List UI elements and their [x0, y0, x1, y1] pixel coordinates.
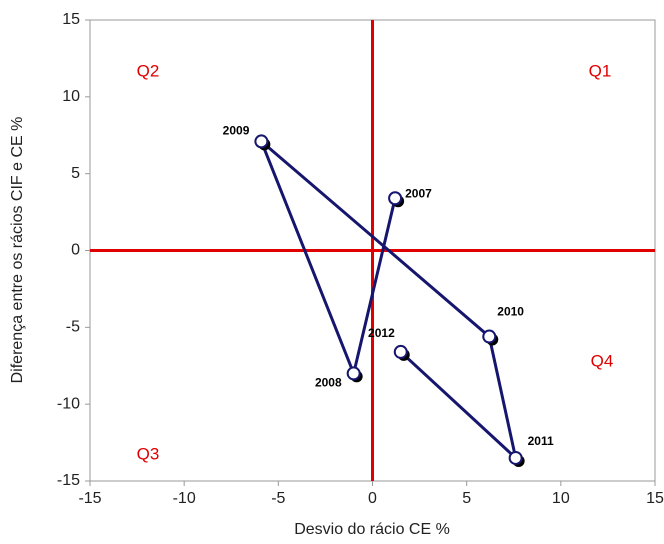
y-tick-label: -15: [57, 472, 80, 489]
quadrant-label: Q3: [137, 444, 160, 463]
y-tick-label: 5: [71, 165, 80, 182]
x-axis-label: Desvio do rácio CE %: [294, 521, 450, 538]
x-tick-label: -5: [271, 490, 285, 507]
point-label: 2010: [497, 305, 524, 319]
connecting-line: [259, 140, 519, 463]
y-tick-label: 0: [71, 242, 80, 259]
quadrant-label: Q1: [589, 61, 612, 80]
marker: [393, 344, 408, 359]
x-tick-label: 5: [462, 490, 471, 507]
y-tick-label: 15: [62, 11, 80, 28]
y-tick-label: -10: [57, 395, 80, 412]
y-tick-label: -5: [66, 319, 80, 336]
point-label: 2012: [368, 326, 395, 340]
marker: [388, 191, 403, 206]
quadrant-label: Q2: [137, 61, 160, 80]
point-label: 2008: [315, 376, 342, 390]
x-tick-label: 15: [646, 490, 664, 507]
point-label: 2007: [405, 186, 432, 200]
x-tick-label: 10: [552, 490, 570, 507]
point-label: 2011: [528, 434, 554, 448]
x-tick-label: -10: [173, 490, 196, 507]
x-tick-label: -15: [78, 490, 101, 507]
y-tick-label: 10: [62, 88, 80, 105]
marker: [482, 329, 497, 344]
point-label: 2009: [223, 124, 250, 138]
x-tick-label: 0: [368, 490, 377, 507]
marker: [346, 366, 361, 381]
quadrant-label: Q4: [591, 351, 614, 370]
y-axis-label: Diferença entre os rácios CIF e CE %: [9, 117, 26, 384]
marker: [508, 450, 523, 465]
marker: [254, 134, 269, 149]
